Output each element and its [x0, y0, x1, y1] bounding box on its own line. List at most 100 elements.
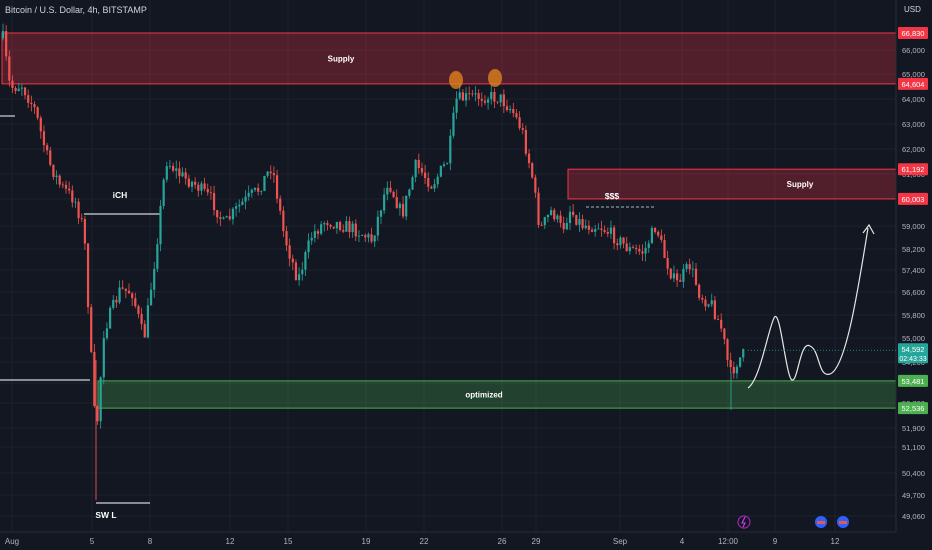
candle: [345, 221, 348, 232]
candle: [64, 184, 68, 189]
candle: [291, 258, 294, 263]
candle: [77, 201, 80, 219]
candle: [8, 56, 11, 81]
candle: [509, 109, 512, 111]
candle: [228, 216, 231, 220]
candle: [342, 229, 345, 232]
price-label-box: [898, 192, 928, 205]
x-tick-label: 5: [90, 537, 95, 546]
price-label-text: 52,536: [902, 404, 925, 413]
y-tick-label: 55,800: [902, 311, 925, 320]
candle: [411, 177, 414, 190]
candle: [531, 163, 534, 178]
candle: [219, 217, 222, 219]
zone-box: [97, 380, 897, 409]
event-icons[interactable]: [737, 515, 849, 529]
candle: [669, 268, 672, 279]
candle: [30, 102, 33, 105]
projection-line: [747, 227, 869, 389]
candle: [527, 153, 531, 164]
candle: [42, 131, 46, 146]
candle: [732, 367, 735, 374]
candle: [442, 164, 446, 166]
horizontal-gridlines: [0, 49, 896, 517]
candle: [118, 287, 121, 303]
candle: [392, 191, 395, 198]
candle: [373, 235, 376, 242]
vertical-gridlines: [11, 0, 836, 532]
annotation-label: iCH: [113, 190, 128, 200]
candle: [134, 298, 137, 307]
candle: [524, 129, 527, 154]
candle: [194, 181, 197, 185]
candle: [93, 351, 96, 407]
zone-label: Supply: [328, 54, 355, 63]
candle: [206, 188, 209, 193]
candle: [653, 227, 657, 232]
candle: [496, 101, 499, 103]
candle: [348, 221, 351, 233]
candle: [279, 198, 282, 211]
candle: [446, 163, 449, 165]
x-tick-label: 12: [831, 537, 840, 546]
price-label-text: 66,830: [902, 29, 925, 38]
currency-label[interactable]: USD: [904, 5, 921, 14]
y-tick-label: 66,000: [902, 46, 925, 55]
candle: [483, 100, 487, 103]
candle: [461, 92, 464, 101]
candle: [184, 172, 187, 179]
candle: [698, 284, 701, 298]
price-label-text: 61,192: [902, 165, 925, 174]
candle: [672, 273, 676, 279]
x-tick-label: 26: [498, 537, 507, 546]
annotations: iCH SW L $$$: [95, 190, 619, 520]
candle: [578, 219, 581, 225]
candle: [710, 300, 713, 305]
candle: [326, 223, 329, 225]
y-tick-label: 49,700: [902, 491, 925, 500]
candle: [105, 328, 109, 339]
candle: [628, 247, 631, 252]
candle: [726, 339, 729, 361]
candle: [502, 94, 505, 107]
candle: [5, 31, 8, 57]
candle: [187, 178, 190, 187]
candle: [398, 203, 401, 209]
candle: [540, 224, 543, 226]
candle: [408, 189, 411, 196]
candle: [316, 231, 320, 234]
candle: [493, 92, 496, 102]
candle: [338, 221, 342, 230]
candle: [572, 211, 575, 216]
candle: [99, 377, 102, 422]
candle: [474, 93, 477, 95]
candle: [383, 194, 386, 211]
candle: [427, 177, 430, 187]
candle: [269, 171, 272, 174]
zone-label: Supply: [787, 180, 814, 189]
candle: [83, 219, 86, 244]
candle: [584, 225, 587, 229]
candle: [581, 219, 584, 229]
candle: [115, 299, 118, 303]
candle: [590, 229, 594, 232]
y-tick-label: 49,060: [902, 512, 925, 521]
level-lines: [0, 115, 656, 504]
candle: [682, 269, 685, 282]
price-axis[interactable]: [896, 0, 932, 550]
candle: [17, 88, 20, 92]
candle: [298, 274, 301, 281]
x-tick-label: 4: [680, 537, 685, 546]
candle: [562, 222, 565, 230]
candle: [660, 235, 663, 241]
candle: [175, 168, 178, 171]
candle: [260, 191, 263, 192]
candle: [603, 230, 606, 233]
candle: [86, 243, 90, 308]
time-axis[interactable]: [0, 532, 932, 550]
zone-box: [567, 168, 897, 200]
candle: [23, 87, 27, 96]
candle: [257, 187, 260, 192]
candle: [663, 240, 666, 258]
